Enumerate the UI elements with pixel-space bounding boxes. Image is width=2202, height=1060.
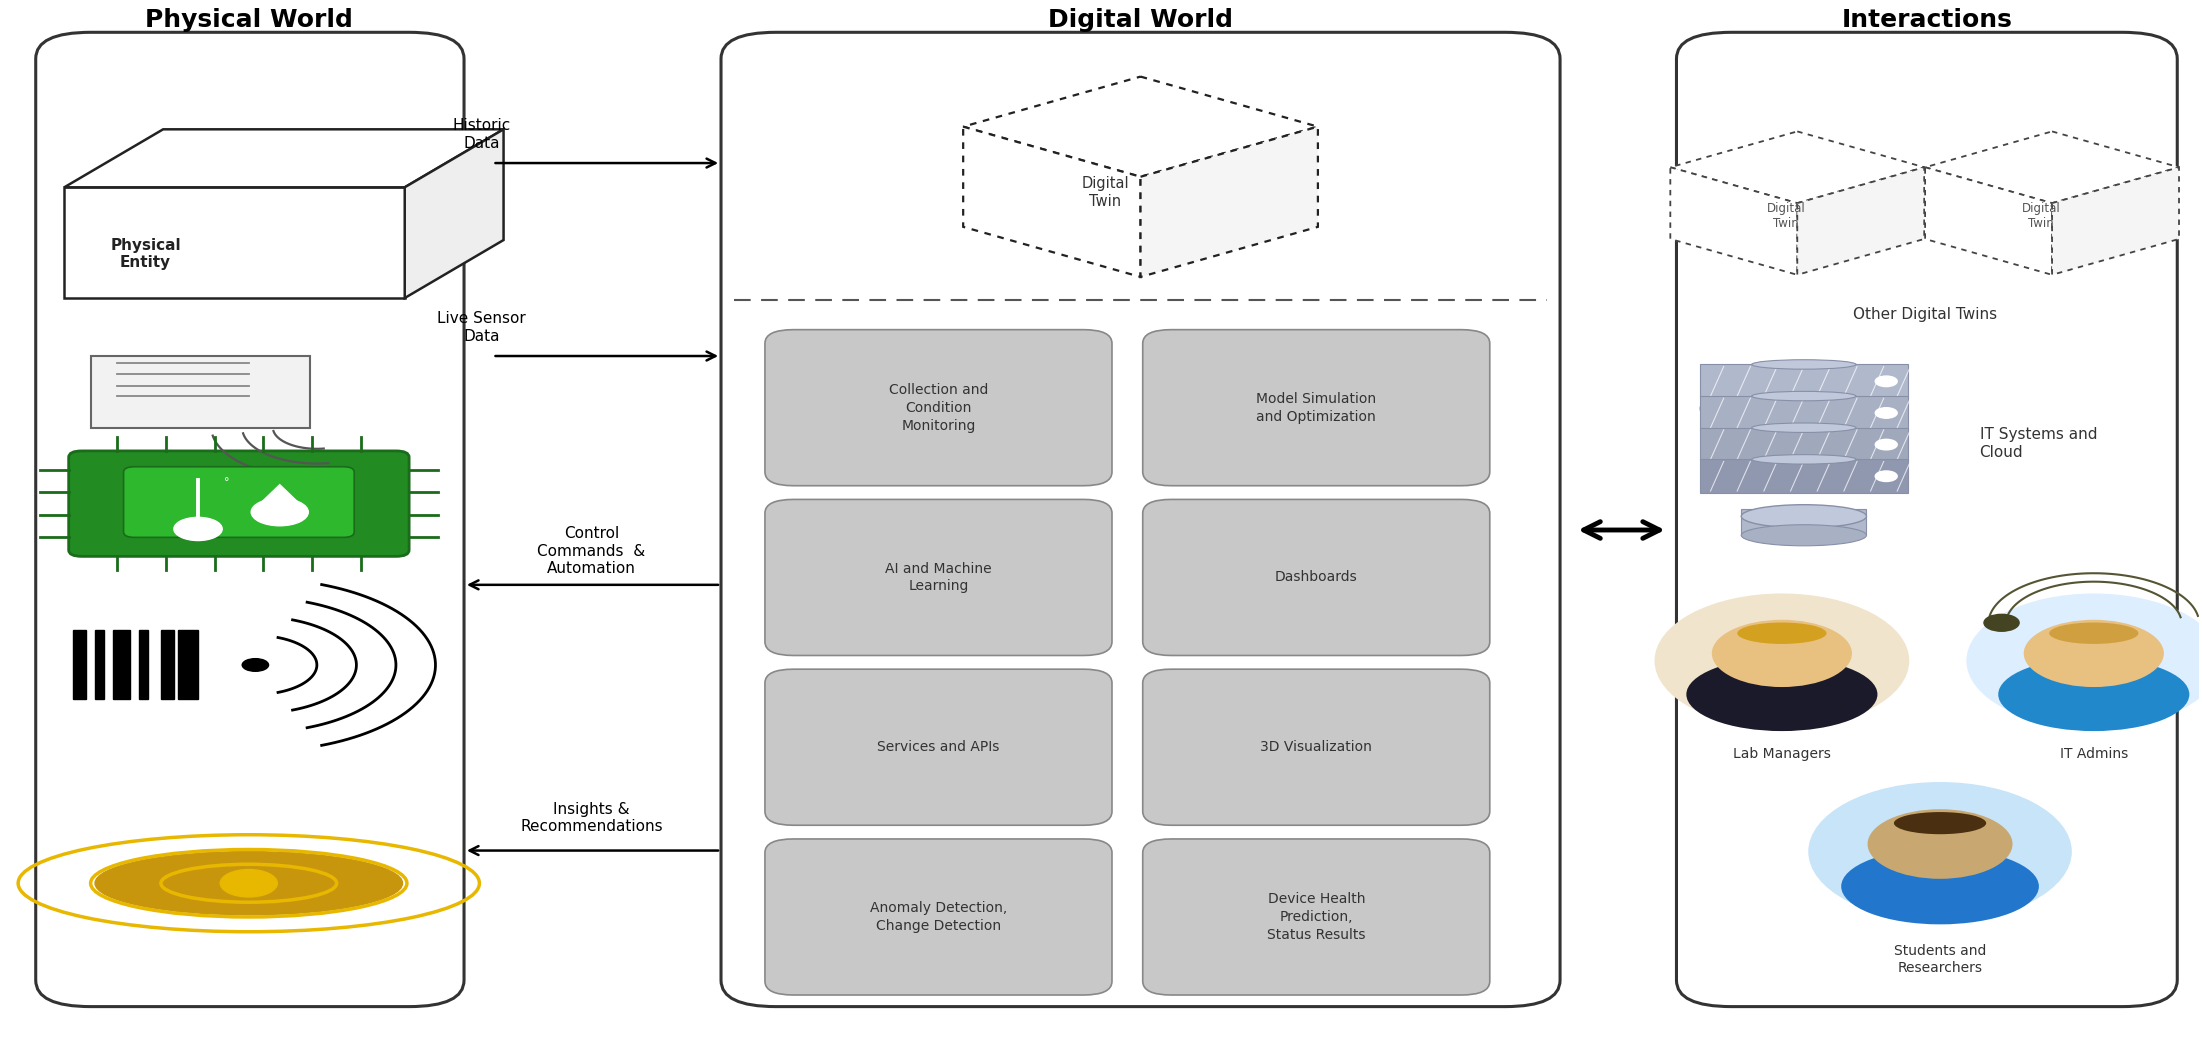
Circle shape [1759, 400, 1799, 418]
Polygon shape [1797, 167, 1925, 275]
Ellipse shape [1808, 782, 2072, 921]
Polygon shape [1671, 131, 1925, 204]
Text: Live Sensor
Data: Live Sensor Data [438, 312, 526, 343]
Text: Digital
Twin: Digital Twin [2021, 201, 2061, 230]
Circle shape [1867, 809, 2013, 879]
FancyBboxPatch shape [764, 499, 1112, 655]
Bar [178, 631, 198, 699]
FancyBboxPatch shape [123, 466, 355, 537]
Ellipse shape [1894, 812, 1986, 834]
Circle shape [1711, 620, 1852, 687]
Text: Digital
Twin: Digital Twin [1081, 176, 1130, 209]
Bar [73, 631, 86, 699]
Polygon shape [1925, 167, 2052, 275]
Bar [1700, 396, 1909, 429]
Text: Control
Commands  &
Automation: Control Commands & Automation [537, 526, 645, 576]
Bar [139, 631, 148, 699]
Text: AI and Machine
Learning: AI and Machine Learning [885, 562, 991, 594]
Ellipse shape [1654, 594, 1909, 728]
Circle shape [1700, 400, 1740, 418]
Text: Interactions: Interactions [1841, 8, 2013, 32]
Text: Services and APIs: Services and APIs [876, 740, 1000, 755]
FancyBboxPatch shape [68, 450, 410, 556]
Text: Collection and
Condition
Monitoring: Collection and Condition Monitoring [890, 383, 989, 432]
Ellipse shape [2050, 622, 2138, 643]
Ellipse shape [1753, 359, 1856, 369]
Circle shape [1724, 390, 1775, 414]
Text: Dashboards: Dashboards [1275, 570, 1359, 584]
Ellipse shape [1687, 657, 1878, 731]
Text: IT Admins: IT Admins [2059, 747, 2127, 761]
Polygon shape [1141, 127, 1319, 277]
Bar [1700, 459, 1909, 493]
Ellipse shape [1841, 848, 2039, 924]
Ellipse shape [1753, 455, 1856, 464]
Text: Historic
Data: Historic Data [451, 119, 511, 151]
Circle shape [1876, 376, 1898, 387]
Bar [1700, 428, 1909, 461]
Polygon shape [962, 127, 1141, 277]
Circle shape [1984, 615, 2019, 631]
Circle shape [1876, 408, 1898, 419]
FancyBboxPatch shape [720, 32, 1559, 1007]
Polygon shape [962, 76, 1319, 177]
FancyBboxPatch shape [1143, 330, 1491, 485]
Polygon shape [64, 129, 504, 188]
Text: Students and
Researchers: Students and Researchers [1894, 944, 1986, 974]
Text: °: ° [225, 478, 229, 488]
Polygon shape [1925, 131, 2180, 204]
FancyBboxPatch shape [1676, 32, 2178, 1007]
Ellipse shape [1753, 423, 1856, 432]
FancyBboxPatch shape [764, 330, 1112, 485]
Text: Device Health
Prediction,
Status Results: Device Health Prediction, Status Results [1266, 893, 1365, 942]
Polygon shape [2052, 167, 2180, 275]
Bar [95, 631, 103, 699]
Ellipse shape [95, 851, 403, 915]
Circle shape [220, 869, 277, 897]
Text: Other Digital Twins: Other Digital Twins [1852, 307, 1997, 322]
Ellipse shape [1737, 622, 1825, 643]
Bar [161, 631, 174, 699]
Ellipse shape [1742, 505, 1867, 528]
FancyBboxPatch shape [1143, 499, 1491, 655]
FancyBboxPatch shape [35, 32, 465, 1007]
Polygon shape [258, 484, 302, 506]
Text: 3D Visualization: 3D Visualization [1260, 740, 1372, 755]
Text: Lab Managers: Lab Managers [1733, 747, 1830, 761]
Circle shape [1876, 439, 1898, 449]
Text: Model Simulation
and Optimization: Model Simulation and Optimization [1255, 392, 1376, 424]
Bar [112, 631, 130, 699]
Circle shape [1731, 408, 1768, 426]
FancyBboxPatch shape [764, 838, 1112, 995]
Text: Anomaly Detection,
Change Detection: Anomaly Detection, Change Detection [870, 901, 1006, 933]
Ellipse shape [1966, 594, 2202, 728]
Polygon shape [1671, 167, 1797, 275]
Ellipse shape [1742, 525, 1867, 546]
Text: Physical World: Physical World [145, 8, 352, 32]
Text: Digital
Twin: Digital Twin [1766, 201, 1806, 230]
FancyBboxPatch shape [764, 669, 1112, 826]
Ellipse shape [1753, 391, 1856, 401]
Polygon shape [64, 188, 405, 298]
Text: Physical
Entity: Physical Entity [110, 237, 181, 270]
Bar [1742, 509, 1867, 535]
Circle shape [1718, 408, 1748, 424]
Text: Digital World: Digital World [1048, 8, 1233, 32]
Circle shape [251, 498, 308, 526]
Circle shape [1876, 471, 1898, 481]
Circle shape [1748, 408, 1781, 424]
Bar [90, 356, 310, 428]
Circle shape [174, 517, 222, 541]
Polygon shape [405, 129, 504, 298]
Bar [1700, 365, 1909, 399]
FancyBboxPatch shape [1143, 838, 1491, 995]
FancyBboxPatch shape [1143, 669, 1491, 826]
Circle shape [242, 658, 269, 671]
Circle shape [2024, 620, 2165, 687]
Text: IT Systems and
Cloud: IT Systems and Cloud [1980, 427, 2096, 460]
Text: Insights &
Recommendations: Insights & Recommendations [520, 801, 663, 834]
Ellipse shape [1997, 657, 2189, 731]
